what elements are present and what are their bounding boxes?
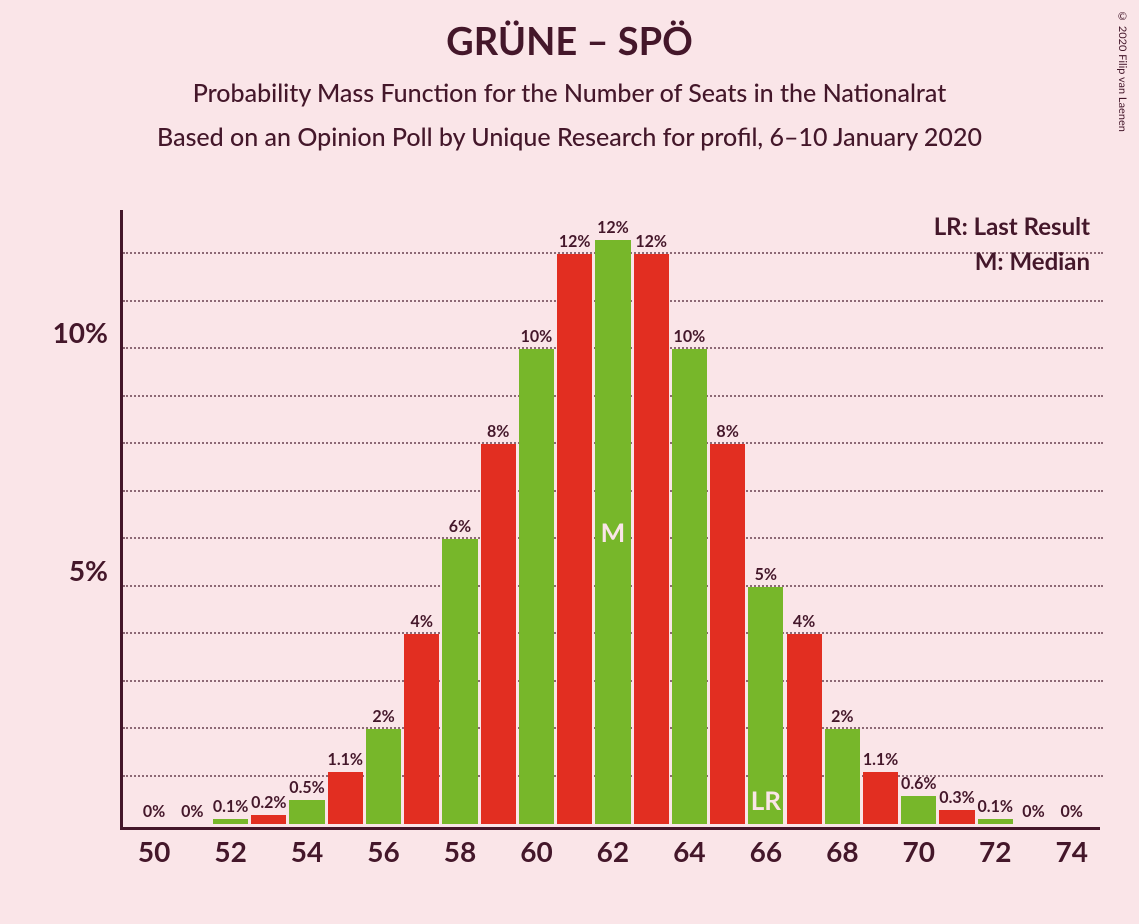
bar: 8%	[710, 444, 745, 824]
bar-slot: 0.2%	[250, 815, 288, 824]
bar-value-label: 0.1%	[978, 797, 1013, 816]
bar: 1.1%	[328, 772, 363, 824]
chart-area: LR: Last Result M: Median 0%500%0.1%520.…	[120, 210, 1100, 830]
bar: 2%	[366, 729, 401, 824]
bar-slot: 0.1%52	[211, 819, 249, 824]
bar: 12%	[634, 254, 669, 824]
bar-value-label: 12%	[597, 218, 629, 237]
bar: 10%	[519, 349, 554, 824]
x-axis-label: 56	[367, 834, 399, 868]
x-axis-label: 58	[444, 834, 476, 868]
bar-slot: 8%	[709, 444, 747, 824]
bar-value-label: 0.1%	[213, 797, 248, 816]
bar-value-label: 0.2%	[251, 793, 286, 812]
bar: 6%	[442, 539, 477, 824]
bar-value-label: 8%	[716, 422, 738, 441]
bar: 0.1%	[978, 819, 1013, 824]
bar-value-label: 4%	[793, 612, 815, 631]
bar: 4%	[787, 634, 822, 824]
bar-slot: 0.6%70	[900, 796, 938, 824]
bar-value-label: 1.1%	[328, 750, 363, 769]
bar: 8%	[481, 444, 516, 824]
bar: 12%M	[595, 240, 630, 824]
bar: 5%LR	[748, 587, 783, 824]
plot-area: 0%500%0.1%520.2%0.5%541.1%2%564%6%588%10…	[120, 210, 1100, 830]
bar: 12%	[557, 254, 592, 824]
bar-value-label: 0.5%	[289, 778, 324, 797]
bar-slot: 1.1%	[861, 772, 899, 824]
x-axis-label: 60	[520, 834, 552, 868]
bar-slot: 12%M62	[594, 240, 632, 824]
bar-slot: 0.5%54	[288, 800, 326, 824]
bar-value-label: 2%	[831, 707, 853, 726]
bar-slot: 12%	[632, 254, 670, 824]
bar-slot: 0.3%	[938, 810, 976, 824]
bar: 0.2%	[251, 815, 286, 824]
x-axis-label: 64	[673, 834, 705, 868]
bar: 0.3%	[939, 810, 974, 824]
bar-value-label: 0%	[181, 802, 203, 821]
chart-subtitle-2: Based on an Opinion Poll by Unique Resea…	[0, 122, 1139, 152]
bar-value-label: 12%	[559, 232, 591, 251]
y-axis-label: 10%	[53, 315, 108, 349]
bar: 0.6%	[901, 796, 936, 824]
bar-value-label: 0.6%	[901, 774, 936, 793]
bar-value-label: 1.1%	[863, 750, 898, 769]
bar: 4%	[404, 634, 439, 824]
x-axis-label: 54	[291, 834, 323, 868]
bar-value-label: 0%	[143, 802, 165, 821]
median-marker: M	[601, 516, 626, 548]
x-axis-label: 74	[1055, 834, 1087, 868]
last-result-marker: LR	[751, 784, 781, 816]
bar-value-label: 4%	[411, 612, 433, 631]
bar-slot: 10%64	[670, 349, 708, 824]
bar-slot: 1.1%	[326, 772, 364, 824]
bar-value-label: 0.3%	[939, 788, 974, 807]
x-axis-label: 52	[214, 834, 246, 868]
y-axis-label: 5%	[69, 553, 108, 587]
x-axis-label: 70	[903, 834, 935, 868]
bars-container: 0%500%0.1%520.2%0.5%541.1%2%564%6%588%10…	[123, 207, 1103, 824]
bar-value-label: 2%	[372, 707, 394, 726]
bar-slot: 12%	[556, 254, 594, 824]
bar-slot: 2%56	[364, 729, 402, 824]
bar-value-label: 0%	[1061, 802, 1083, 821]
x-axis-label: 68	[826, 834, 858, 868]
bar-slot: 6%58	[441, 539, 479, 824]
bar-slot: 8%	[479, 444, 517, 824]
bar: 10%	[672, 349, 707, 824]
bar-value-label: 0%	[1022, 802, 1044, 821]
bar-value-label: 10%	[521, 327, 553, 346]
chart-subtitle-1: Probability Mass Function for the Number…	[0, 78, 1139, 108]
bar: 2%	[825, 729, 860, 824]
bar: 1.1%	[863, 772, 898, 824]
bar: 0.1%	[213, 819, 248, 824]
bar-slot: 4%	[785, 634, 823, 824]
x-axis-label: 50	[138, 834, 170, 868]
chart-title: GRÜNE – SPÖ	[0, 0, 1139, 64]
bar-slot: 4%	[403, 634, 441, 824]
copyright-text: © 2020 Filip van Laenen	[1116, 10, 1129, 132]
bar-value-label: 12%	[635, 232, 667, 251]
bar-slot: 5%LR66	[747, 587, 785, 824]
bar-slot: 2%68	[823, 729, 861, 824]
bar-value-label: 8%	[487, 422, 509, 441]
bar-slot: 10%60	[517, 349, 555, 824]
x-axis-label: 66	[750, 834, 782, 868]
bar-value-label: 5%	[755, 565, 777, 584]
x-axis-label: 62	[597, 834, 629, 868]
x-axis-label: 72	[979, 834, 1011, 868]
bar-value-label: 10%	[674, 327, 706, 346]
bar-slot: 0.1%72	[976, 819, 1014, 824]
bar-value-label: 6%	[449, 517, 471, 536]
bar: 0.5%	[289, 800, 324, 824]
